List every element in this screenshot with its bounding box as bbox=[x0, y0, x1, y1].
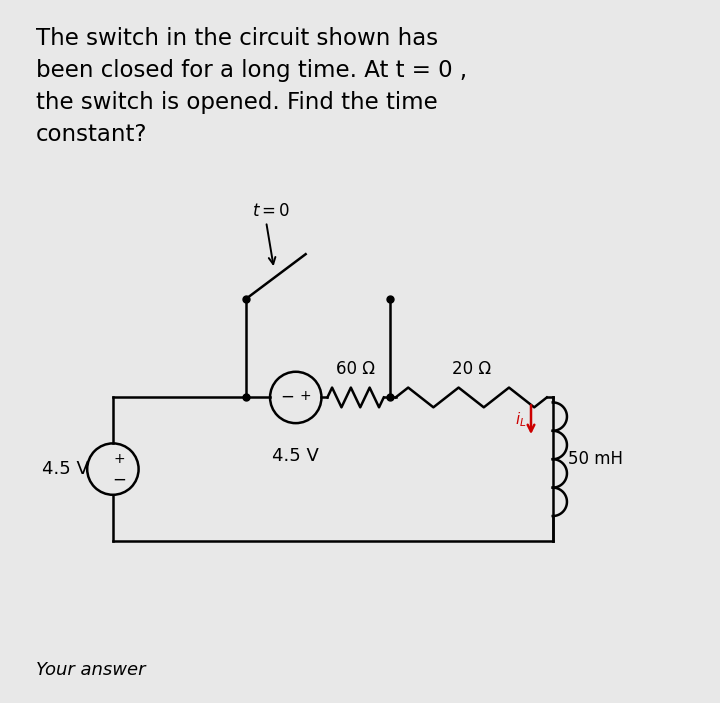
Text: The switch in the circuit shown has
been closed for a long time. At t = 0 ,
the : The switch in the circuit shown has been… bbox=[36, 27, 467, 146]
Text: 60 Ω: 60 Ω bbox=[336, 360, 375, 378]
Text: Your answer: Your answer bbox=[36, 661, 145, 679]
Text: 4.5 V: 4.5 V bbox=[42, 460, 89, 478]
Text: $t = 0$: $t = 0$ bbox=[252, 202, 290, 219]
Text: 50 mH: 50 mH bbox=[567, 450, 623, 468]
Text: $i_L$: $i_L$ bbox=[515, 411, 526, 429]
Text: 4.5 V: 4.5 V bbox=[272, 447, 319, 465]
Text: −: − bbox=[280, 387, 294, 406]
Text: 20 Ω: 20 Ω bbox=[451, 360, 491, 378]
Text: +: + bbox=[113, 452, 125, 466]
Text: +: + bbox=[300, 389, 312, 404]
Text: −: − bbox=[112, 471, 126, 489]
